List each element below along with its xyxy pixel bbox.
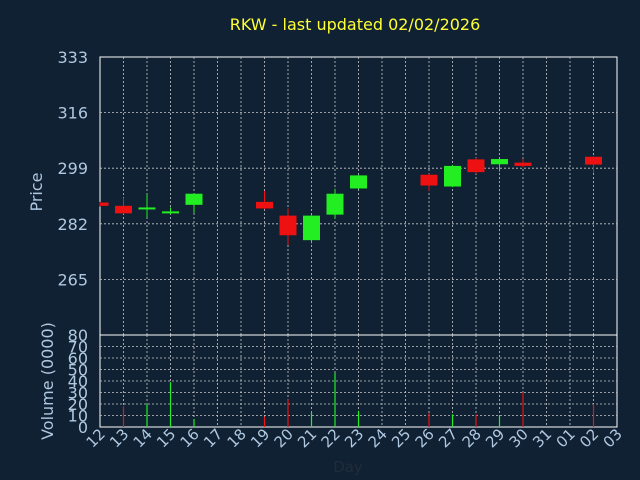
- x-axis-label: Day: [333, 458, 363, 476]
- candle-body: [279, 215, 297, 236]
- x-tick-label: 24: [365, 425, 391, 451]
- candle-body: [303, 215, 320, 241]
- price-tick-label: 282: [57, 215, 88, 234]
- candle-body: [467, 159, 485, 173]
- x-tick-label: 18: [224, 425, 250, 451]
- candle-body: [514, 162, 532, 166]
- volume-tick-label: 10: [68, 407, 88, 426]
- volume-axis-label: Volume (0000): [38, 322, 57, 440]
- x-tick-label: 03: [600, 425, 626, 451]
- x-tick-label: 27: [435, 425, 461, 451]
- x-tick-label: 29: [482, 425, 508, 451]
- candle-body: [444, 165, 461, 187]
- x-tick-label: 17: [200, 425, 226, 451]
- x-tick-label: 02: [576, 425, 602, 451]
- candle-body: [585, 156, 602, 165]
- price-axis-label: Price: [27, 172, 46, 211]
- volume-tick-label: 70: [68, 338, 88, 357]
- x-tick-label: 21: [294, 425, 320, 451]
- volume-tick-label: 50: [68, 361, 88, 380]
- x-tick-label: 15: [153, 425, 179, 451]
- candle-body: [350, 175, 367, 189]
- price-tick-label: 299: [57, 159, 88, 178]
- candle-body: [256, 201, 273, 209]
- x-tick-label: 19: [247, 425, 273, 451]
- candle-body: [115, 205, 132, 214]
- candle-body: [138, 207, 156, 210]
- candle-body: [491, 159, 508, 165]
- x-tick-label: 16: [177, 425, 203, 451]
- price-tick-label: 333: [57, 48, 88, 67]
- volume-tick-label: 30: [68, 384, 88, 403]
- price-panel: 265 282 299 316 333: [57, 48, 618, 336]
- volume-tick-label: 0: [78, 418, 88, 437]
- volume-tick-label: 20: [68, 395, 88, 414]
- candle-body: [420, 174, 438, 186]
- x-tick-label: 23: [341, 425, 367, 451]
- x-tick-label: 30: [506, 425, 532, 451]
- x-tick-label: 28: [459, 425, 485, 451]
- x-tick-label: 25: [388, 425, 414, 451]
- x-axis-ticks: 1213141516171819202122232425262728293031…: [83, 425, 626, 451]
- x-tick-label: 31: [529, 425, 555, 451]
- x-tick-label: 13: [106, 425, 132, 451]
- candle-body: [185, 193, 203, 205]
- chart-title: RKW - last updated 02/02/2026: [230, 15, 481, 34]
- price-tick-label: 316: [57, 104, 88, 123]
- x-tick-label: 20: [271, 425, 297, 451]
- x-tick-label: 26: [412, 425, 438, 451]
- volume-tick-label: 60: [68, 349, 88, 368]
- volume-tick-label: 40: [68, 372, 88, 391]
- candle-body: [100, 202, 109, 206]
- candle-body: [162, 211, 179, 214]
- x-tick-label: 01: [553, 425, 579, 451]
- candle-body: [326, 193, 344, 215]
- x-tick-label: 14: [130, 425, 156, 451]
- volume-tick-label: 80: [68, 326, 88, 345]
- price-tick-label: 265: [57, 270, 88, 289]
- x-tick-label: 22: [318, 425, 344, 451]
